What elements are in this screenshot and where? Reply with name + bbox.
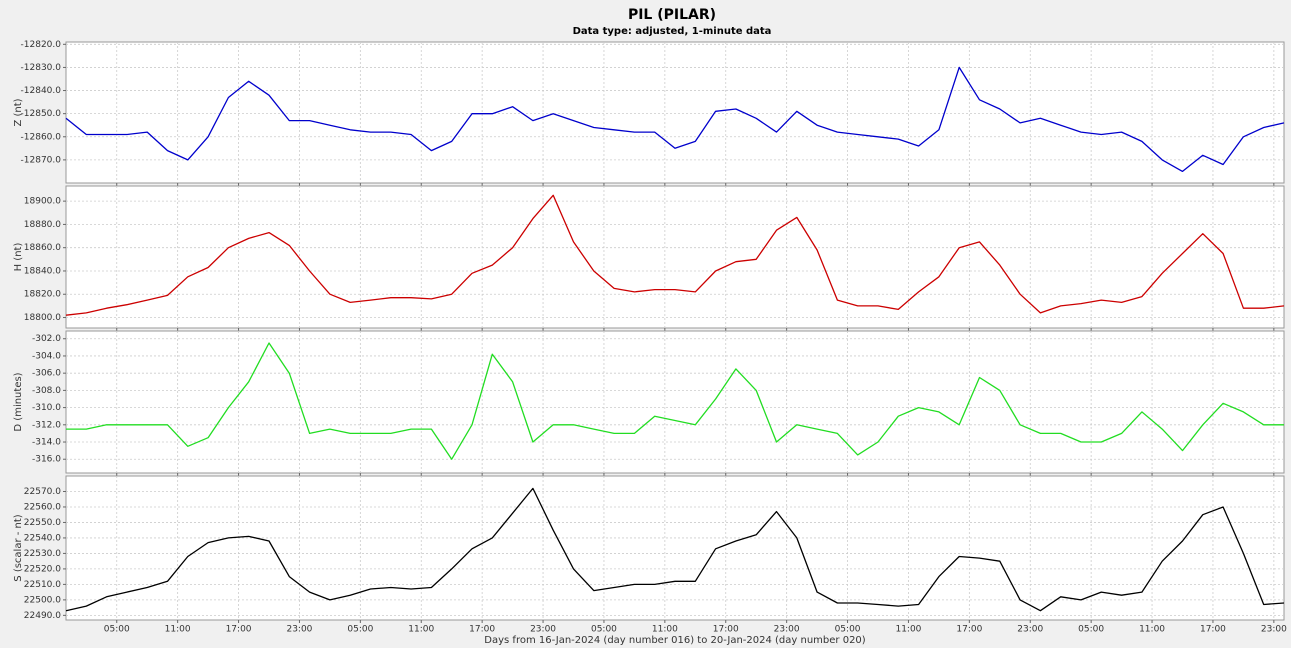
y-tick-label: -12850.0 [21,109,62,119]
y-tick-label: -302.0 [32,334,61,344]
y-tick-label: 22540.0 [24,533,61,543]
y-tick-label: -316.0 [32,455,61,465]
y-tick-label: 22570.0 [24,487,61,497]
panel [65,475,1285,621]
y-axis-label: Z (nt) [13,98,24,126]
y-tick-label: -312.0 [32,420,61,430]
chart-title: PIL (PILAR) [628,7,716,23]
panel [65,41,1285,184]
x-tick-label: 17:00 [1200,625,1226,635]
y-tick-label: 18860.0 [24,243,61,253]
x-tick-label: 23:00 [774,625,800,635]
y-tick-label: -12830.0 [21,63,62,73]
data-line [65,66,1285,173]
data-line [66,342,1284,460]
x-tick-label: 05:00 [591,625,617,635]
x-tick-label: 11:00 [408,625,434,635]
chart-subtitle: Data type: adjusted, 1-minute data [573,26,772,37]
y-tick-label: -308.0 [32,386,61,396]
x-tick-label: 17:00 [713,625,739,635]
y-tick-label: 22520.0 [24,564,61,574]
y-axis-label: D (minutes) [13,372,24,431]
y-tick-label: -12840.0 [21,86,62,96]
y-tick-label: -314.0 [32,438,61,448]
y-tick-label: -12870.0 [21,155,62,165]
y-tick-label: 22560.0 [24,502,61,512]
x-tick-label: 05:00 [1078,625,1104,635]
x-tick-label: 05:00 [835,625,861,635]
x-tick-label: 23:00 [286,625,312,635]
x-tick-label: 11:00 [652,625,678,635]
x-tick-label: 23:00 [1017,625,1043,635]
y-tick-label: -306.0 [32,369,61,379]
y-tick-label: -304.0 [32,351,61,361]
y-tick-label: 18820.0 [24,290,61,300]
x-tick-label: 23:00 [1261,625,1287,635]
data-line [65,487,1285,612]
y-tick-label: 22500.0 [24,595,61,605]
x-tick-label: 11:00 [1139,625,1165,635]
y-tick-label: 18900.0 [24,197,61,207]
x-axis-label: Days from 16-Jan-2024 (day number 016) t… [484,635,866,646]
y-tick-label: 18800.0 [24,313,61,323]
data-line [65,194,1285,316]
x-tick-label: 17:00 [956,625,982,635]
x-tick-label: 11:00 [165,625,191,635]
panel [65,330,1285,474]
y-tick-label: 18880.0 [24,220,61,230]
y-tick-label: 22550.0 [24,518,61,528]
y-tick-label: 22510.0 [24,580,61,590]
x-tick-label: 05:00 [104,625,130,635]
x-tick-label: 05:00 [347,625,373,635]
y-axis-label: S (scalar - nt) [13,514,24,582]
y-tick-label: 18840.0 [24,266,61,276]
x-tick-label: 11:00 [895,625,921,635]
x-tick-label: 17:00 [469,625,495,635]
y-axis-label: H (nt) [13,243,24,272]
y-tick-label: -310.0 [32,403,61,413]
x-tick-label: 17:00 [226,625,252,635]
y-tick-label: -12860.0 [21,132,62,142]
y-tick-label: 22490.0 [24,611,61,621]
x-tick-label: 23:00 [530,625,556,635]
y-tick-label: -12820.0 [21,40,62,50]
panel [65,185,1285,329]
y-tick-label: 22530.0 [24,549,61,559]
